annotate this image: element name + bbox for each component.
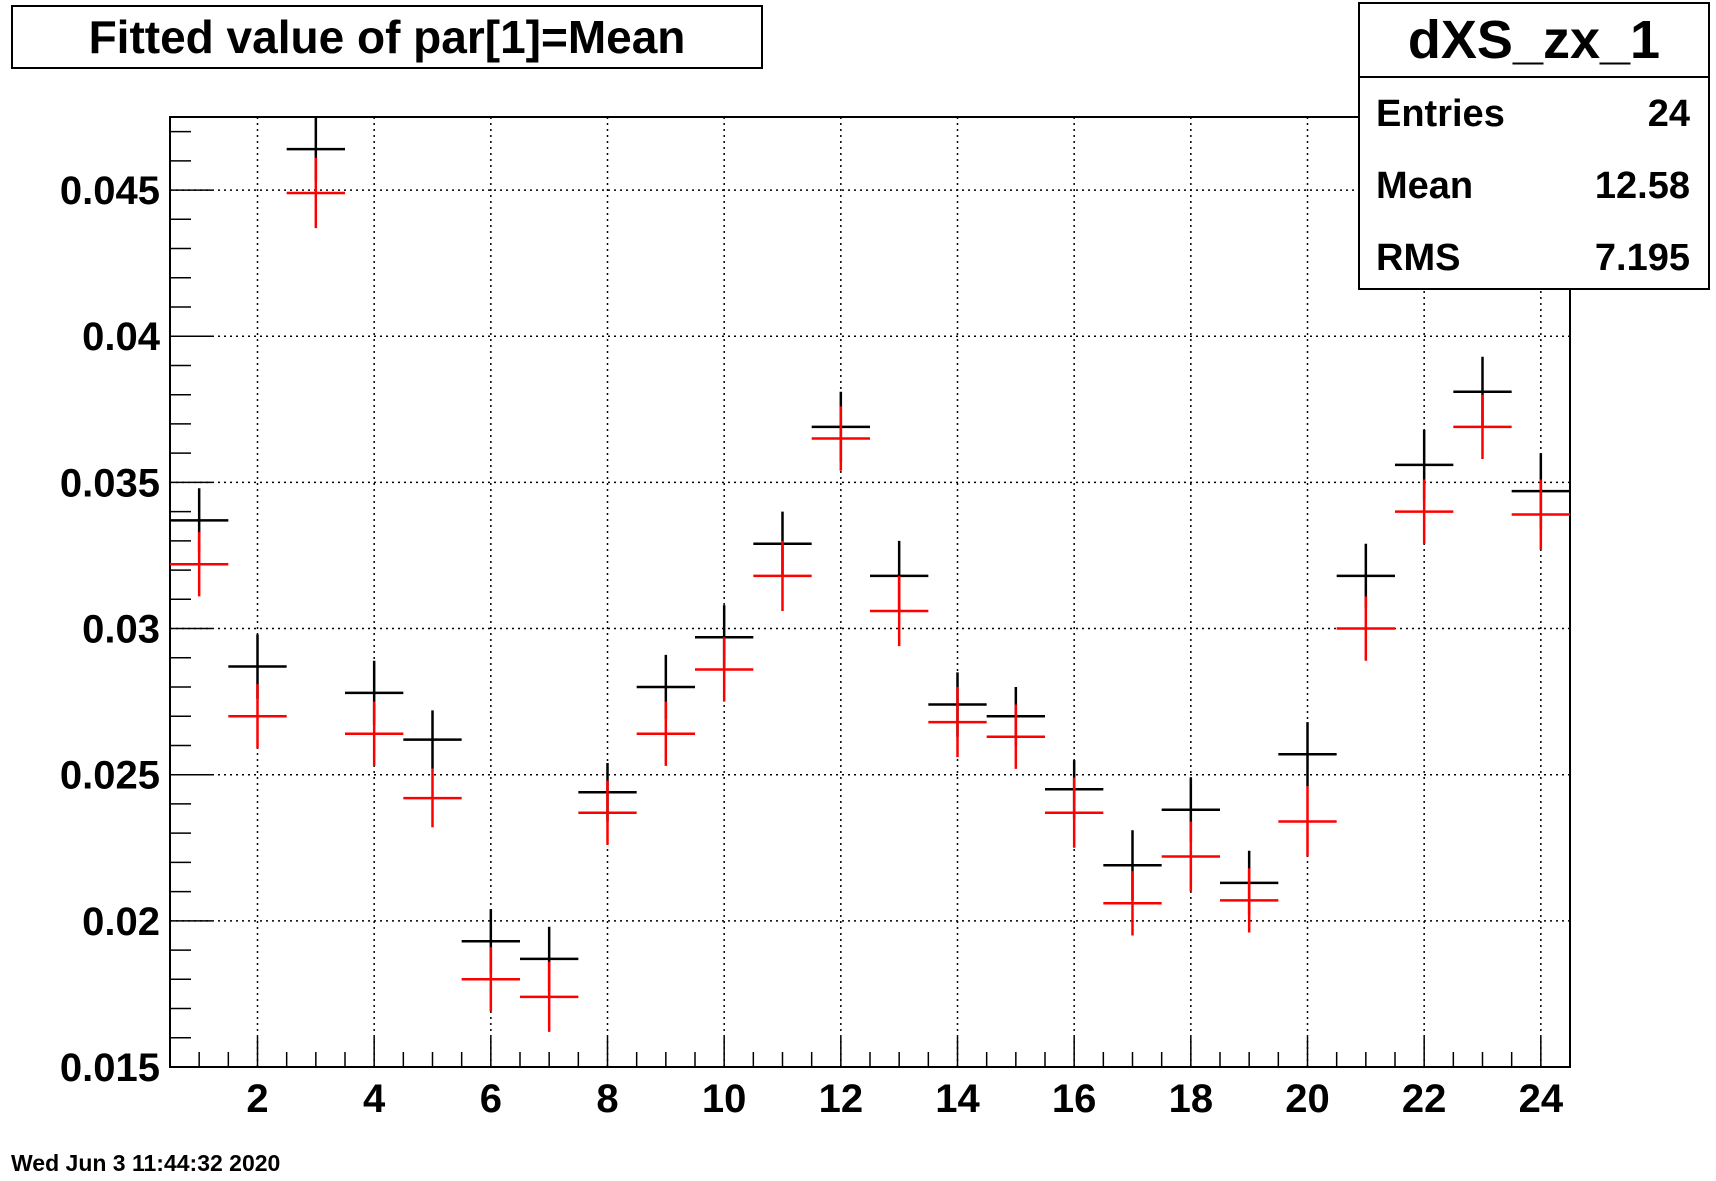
data-point xyxy=(1511,479,1570,550)
x-tick-label: 18 xyxy=(1169,1077,1214,1121)
data-point xyxy=(170,532,229,597)
stats-entries-value: 24 xyxy=(1647,92,1690,135)
x-tick-label: 22 xyxy=(1402,1077,1447,1121)
data-point xyxy=(403,768,462,828)
stats-row-entries: Entries 24 xyxy=(1360,78,1708,150)
x-tick-label: 2 xyxy=(246,1077,268,1121)
data-point xyxy=(695,637,754,702)
x-tick-label: 16 xyxy=(1052,1077,1097,1121)
data-point xyxy=(928,687,987,758)
stats-box: dXS_zx_1 Entries 24 Mean 12.58 RMS 7.195 xyxy=(1358,2,1710,290)
x-axis-tick-labels: 2 4 6 8 10 12 14 16 18 20 22 24 xyxy=(246,1077,1563,1121)
stats-mean-label: Mean xyxy=(1376,164,1474,207)
grid-lines xyxy=(170,117,1570,1067)
data-point xyxy=(345,701,404,766)
y-tick-label: 0.045 xyxy=(60,169,160,213)
chart-title: Fitted value of par[1]=Mean xyxy=(11,5,763,69)
data-point xyxy=(403,710,462,769)
data-point xyxy=(578,780,637,845)
data-point xyxy=(636,701,695,766)
stats-rms-label: RMS xyxy=(1376,236,1461,279)
x-tick-label: 6 xyxy=(480,1077,502,1121)
data-point xyxy=(1278,786,1337,857)
y-tick-label: 0.025 xyxy=(60,754,160,798)
y-tick-label: 0.04 xyxy=(82,315,161,359)
axis-ticks xyxy=(169,130,1571,1068)
data-point xyxy=(1103,871,1162,936)
x-tick-label: 14 xyxy=(935,1077,980,1121)
data-point xyxy=(228,684,287,749)
data-point xyxy=(1045,777,1104,848)
data-point xyxy=(286,157,345,229)
stats-entries-label: Entries xyxy=(1376,92,1505,135)
data-point xyxy=(1278,722,1337,787)
data-point xyxy=(1220,868,1279,933)
stats-row-rms: RMS 7.195 xyxy=(1360,222,1708,294)
data-points xyxy=(170,117,1570,1032)
timestamp: Wed Jun 3 11:44:32 2020 xyxy=(11,1150,281,1176)
data-point xyxy=(811,406,870,471)
y-tick-label: 0.03 xyxy=(82,608,160,652)
x-tick-label: 10 xyxy=(702,1077,747,1121)
x-tick-label: 8 xyxy=(596,1077,618,1121)
data-point xyxy=(1395,479,1454,544)
x-tick-label: 20 xyxy=(1285,1077,1330,1121)
y-tick-label: 0.035 xyxy=(60,461,160,505)
data-point xyxy=(1453,394,1512,459)
data-point xyxy=(753,540,812,611)
series-2 xyxy=(170,157,1570,1032)
stats-rms-value: 7.195 xyxy=(1594,236,1690,279)
data-point xyxy=(461,947,520,1012)
x-tick-label: 24 xyxy=(1519,1077,1564,1121)
y-axis-tick-labels: 0.015 0.02 0.025 0.03 0.035 0.04 0.045 xyxy=(60,169,161,1090)
stats-histogram-name: dXS_zx_1 xyxy=(1360,4,1708,78)
data-point xyxy=(520,961,579,1032)
stats-mean-value: 12.58 xyxy=(1594,164,1690,207)
stats-row-mean: Mean 12.58 xyxy=(1360,150,1708,222)
data-point xyxy=(870,575,929,647)
x-tick-label: 12 xyxy=(819,1077,864,1121)
y-tick-label: 0.02 xyxy=(82,900,160,944)
y-tick-label: 0.015 xyxy=(60,1046,160,1090)
x-tick-label: 4 xyxy=(363,1077,386,1121)
data-point xyxy=(986,704,1045,769)
data-point xyxy=(1336,596,1395,661)
data-point xyxy=(1161,821,1220,892)
